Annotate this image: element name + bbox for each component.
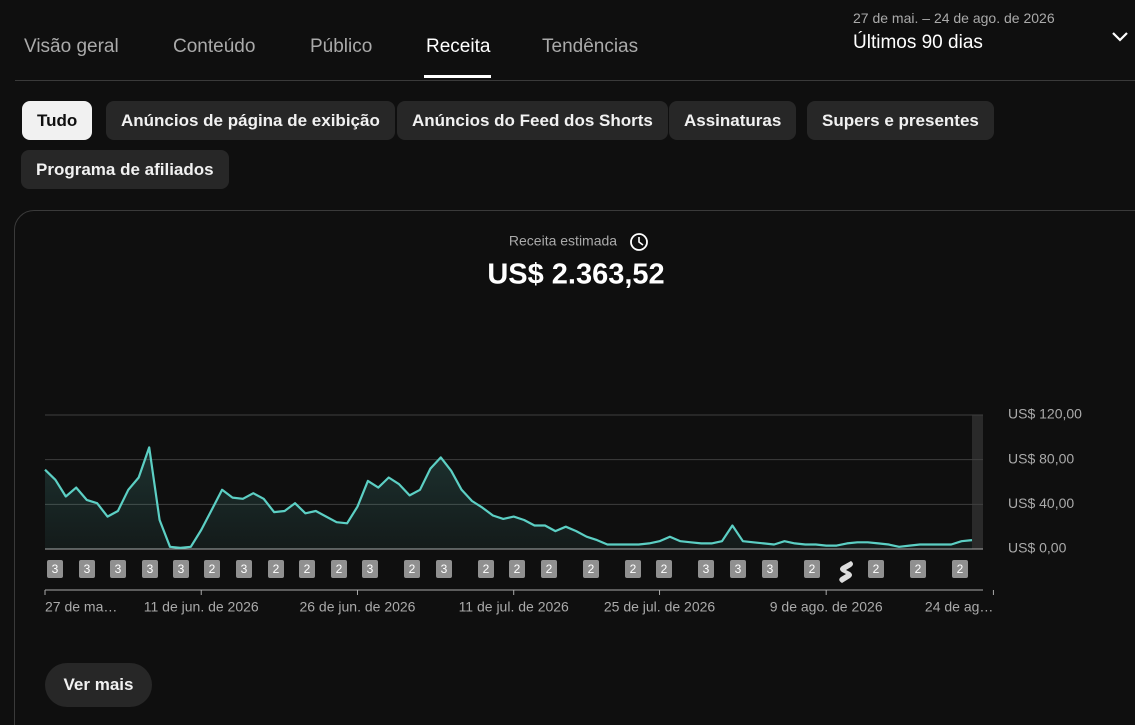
- upload-marker: [583, 560, 599, 578]
- upload-marker-label: 3: [115, 562, 122, 576]
- upload-marker-label: 3: [147, 562, 154, 576]
- upload-marker: [730, 560, 746, 578]
- x-tick-label: 27 de ma…: [45, 599, 117, 615]
- upload-marker-label: 2: [409, 562, 416, 576]
- y-tick-label: US$ 80,00: [1008, 450, 1074, 466]
- tab[interactable]: Visão geral: [24, 36, 119, 57]
- upload-marker: [478, 560, 494, 578]
- upload-marker-label: 3: [441, 562, 448, 576]
- upload-marker-label: 3: [241, 562, 248, 576]
- upload-marker-label: 2: [336, 562, 343, 576]
- upload-marker-label: 3: [703, 562, 710, 576]
- upload-marker-label: 2: [546, 562, 553, 576]
- card: [14, 210, 1135, 725]
- date-range: 27 de mai. – 24 de ago. de 2026: [853, 10, 1055, 26]
- clock-icon: [630, 233, 648, 251]
- upload-marker: [910, 560, 926, 578]
- x-tick-label: 9 de ago. de 2026: [770, 599, 883, 615]
- upload-marker: [404, 560, 420, 578]
- upload-marker-label: 3: [735, 562, 742, 576]
- upload-marker: [79, 560, 95, 578]
- upload-marker: [436, 560, 452, 578]
- date-range-label: Últimos 90 dias: [853, 32, 983, 53]
- upload-marker: [698, 560, 714, 578]
- upload-marker-label: 3: [178, 562, 185, 576]
- filter-chip[interactable]: Assinaturas: [669, 101, 797, 140]
- upload-marker: [236, 560, 252, 578]
- upload-marker: [204, 560, 220, 578]
- tab-underline: [424, 75, 491, 78]
- date-range-picker[interactable]: 27 de mai. – 24 de ago. de 2026 Últimos …: [853, 10, 1135, 65]
- upload-marker: [762, 560, 778, 578]
- upload-marker-label: 2: [873, 562, 880, 576]
- tab[interactable]: Conteúdo: [173, 36, 256, 57]
- upload-marker: [110, 560, 126, 578]
- chevron-icon: [1112, 32, 1128, 42]
- upload-marker: [299, 560, 315, 578]
- upload-marker-label: 3: [52, 562, 59, 576]
- upload-marker: [47, 560, 63, 578]
- upload-marker: [804, 560, 820, 578]
- upload-marker-label: 2: [514, 562, 521, 576]
- area: [45, 447, 972, 549]
- more-button[interactable]: Ver mais: [45, 663, 152, 707]
- upload-marker: [509, 560, 525, 578]
- shorts-icon: [839, 561, 853, 583]
- upload-marker-label: 2: [588, 562, 595, 576]
- x-tick-label: 11 de jun. de 2026: [144, 599, 259, 615]
- upload-marker: [625, 560, 641, 578]
- filter-chip[interactable]: Supers e presentes: [807, 101, 994, 140]
- upload-marker-label: 2: [304, 562, 311, 576]
- upload-marker-label: 2: [273, 562, 280, 576]
- y-tick-label: US$ 0,00: [1008, 540, 1067, 556]
- upload-marker: [541, 560, 557, 578]
- tab[interactable]: Tendências: [542, 36, 639, 57]
- upload-marker-label: 2: [661, 562, 668, 576]
- upload-marker-label: 2: [483, 562, 490, 576]
- divider: [15, 80, 1135, 81]
- x-tick-label: 26 de jun. de 2026: [299, 599, 415, 615]
- upload-marker-label: 3: [767, 562, 774, 576]
- line: [44, 446, 973, 549]
- tab[interactable]: Público: [310, 36, 373, 57]
- upload-marker: [656, 560, 672, 578]
- upload-marker: [268, 560, 284, 578]
- upload-marker: [173, 560, 189, 578]
- upload-marker-label: 3: [84, 562, 91, 576]
- upload-marker: [142, 560, 158, 578]
- upload-marker: [331, 560, 347, 578]
- x-tick-label: 25 de jul. de 2026: [604, 599, 716, 615]
- tab[interactable]: Receita: [426, 36, 491, 57]
- total-value: US$ 2.363,52: [487, 259, 664, 291]
- filter-chip[interactable]: Anúncios de página de exibição: [106, 101, 395, 140]
- upload-marker-label: 2: [630, 562, 637, 576]
- chart-title: Receita estimada: [509, 233, 617, 249]
- upload-marker-label: 2: [957, 562, 964, 576]
- upload-marker-label: 2: [809, 562, 816, 576]
- filter-chip[interactable]: Tudo: [22, 101, 93, 140]
- upload-marker-label: 2: [209, 562, 216, 576]
- y-tick-label: US$ 120,00: [1008, 406, 1082, 422]
- upload-marker-label: 2: [915, 562, 922, 576]
- filter-chip[interactable]: Anúncios do Feed dos Shorts: [397, 101, 668, 140]
- current-period-band: [972, 415, 983, 549]
- x-tick-label: 11 de jul. de 2026: [459, 599, 569, 615]
- x-tick-label: 24 de ag…: [925, 599, 994, 615]
- y-tick-label: US$ 40,00: [1008, 495, 1074, 511]
- upload-marker-label: 3: [367, 562, 374, 576]
- filter-chip[interactable]: Programa de afiliados: [21, 150, 229, 189]
- upload-marker: [362, 560, 378, 578]
- upload-marker: [868, 560, 884, 578]
- upload-marker: [952, 560, 968, 578]
